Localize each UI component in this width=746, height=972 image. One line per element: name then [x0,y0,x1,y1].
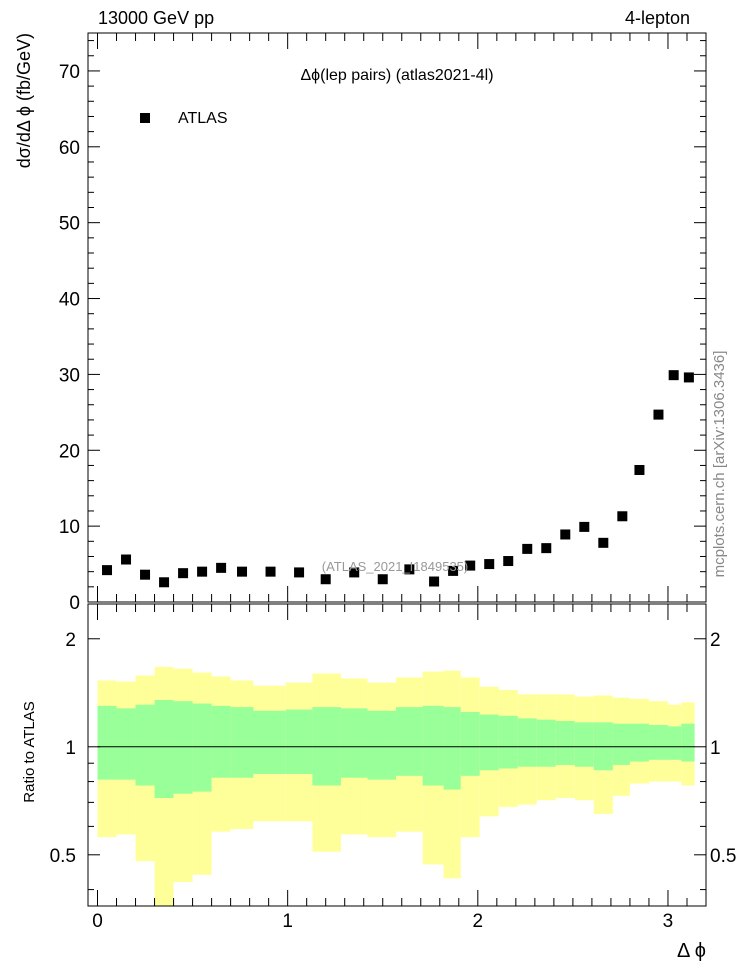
ratio-ytick-label-right: 1 [710,738,721,759]
ratio-bands [97,666,695,906]
data-point [349,567,360,578]
data-point [465,560,476,571]
main-ytick-label: 50 [59,214,80,235]
ratio-xtick-label: 1 [282,911,293,932]
ratio-plot-frame [87,603,707,907]
band-inner-bin [479,714,499,771]
band-inner-bin [285,709,313,774]
main-title: Δϕ(lep pairs) (atlas2021-4l) [300,67,493,84]
data-point [598,537,609,548]
data-point [484,559,495,570]
band-inner-bin [681,723,695,762]
band-inner-bin [629,723,649,762]
data-point [579,521,590,532]
band-inner-bin [192,703,212,792]
data-point [178,568,189,579]
data-point [140,569,151,580]
ratio-xtick-label: 0 [92,911,103,932]
side-label: mcplots.cern.ch [arXiv:1306.3436] [711,351,728,578]
band-inner-bin [135,704,155,786]
band-inner-bin [443,707,461,790]
ratio-xtick-label: 2 [473,911,484,932]
ratio-xtick-label: 3 [663,911,674,932]
main-ytick-label: 20 [59,441,80,462]
data-point [320,574,331,585]
main-ylabel: dσ/dΔ ϕ (fb/GeV) [14,33,34,168]
data-point [197,566,208,577]
data-point [503,556,514,567]
band-inner-bin [396,707,423,776]
ratio-ytick-label-right: 2 [710,630,721,651]
legend-label: ATLAS [178,110,228,127]
data-point [159,577,170,588]
band-inner-bin [667,726,682,760]
data-point [377,574,388,585]
data-point [429,576,440,587]
data-point [404,564,415,575]
band-inner-bin [97,705,117,780]
legend-marker [140,113,150,123]
tick-labels: 0 10 20 30 40 50 60 70 0 1 2 3 0.5 0.5 1 1 2 2 [50,62,737,932]
data-point [541,543,552,554]
data-point [448,565,459,576]
data-point [102,565,113,576]
data-point [560,529,571,540]
band-inner-bin [154,700,174,798]
main-ytick-label: 0 [69,593,80,614]
band-inner-bin [612,723,630,765]
band-inner-bin [367,710,397,780]
band-inner-bin [422,705,444,786]
axis-ticks [88,33,706,906]
ratio-xlabel: Δ ϕ [677,940,706,962]
header-left: 13000 GeV pp [98,8,215,28]
data-point [216,562,227,573]
band-inner-bin [460,712,480,776]
main-plot-frame [87,32,707,603]
data-point [121,554,132,565]
main-ytick-label: 10 [59,517,80,538]
ratio-ylabel: Ratio to ATLAS [21,701,38,802]
band-inner-bin [648,725,668,760]
band-inner-bin [536,719,556,767]
band-inner-bin [211,705,231,778]
ratio-ytick-label-left: 2 [65,630,76,651]
band-inner-bin [173,701,193,794]
data-point [634,464,645,475]
data-point [294,567,305,578]
main-ytick-label: 60 [59,138,80,159]
main-ytick-label: 30 [59,365,80,386]
data-point [653,409,664,420]
band-inner-bin [555,720,575,765]
plot-frames [87,32,707,907]
band-inner-bin [340,708,368,778]
data-point [668,370,679,381]
ratio-ytick-label-left: 0.5 [50,846,76,867]
data-point [683,372,694,383]
band-inner-bin [253,710,286,774]
band-inner-bin [116,708,136,780]
data-point [617,511,628,522]
main-ytick-label: 40 [59,290,80,311]
ratio-ytick-label-left: 1 [65,738,76,759]
main-ytick-label: 70 [59,62,80,83]
header-right: 4-lepton [624,8,690,28]
data-point [237,566,248,577]
band-inner-bin [574,722,594,767]
data-points [102,370,694,588]
band-inner-bin [517,718,537,767]
band-inner-bin [230,707,254,778]
watermark: (ATLAS_2021_I1849535) [322,559,468,574]
band-inner-bin [498,715,518,769]
data-point [522,543,533,554]
ratio-ytick-label-right: 0.5 [710,846,736,867]
data-point [265,566,276,577]
